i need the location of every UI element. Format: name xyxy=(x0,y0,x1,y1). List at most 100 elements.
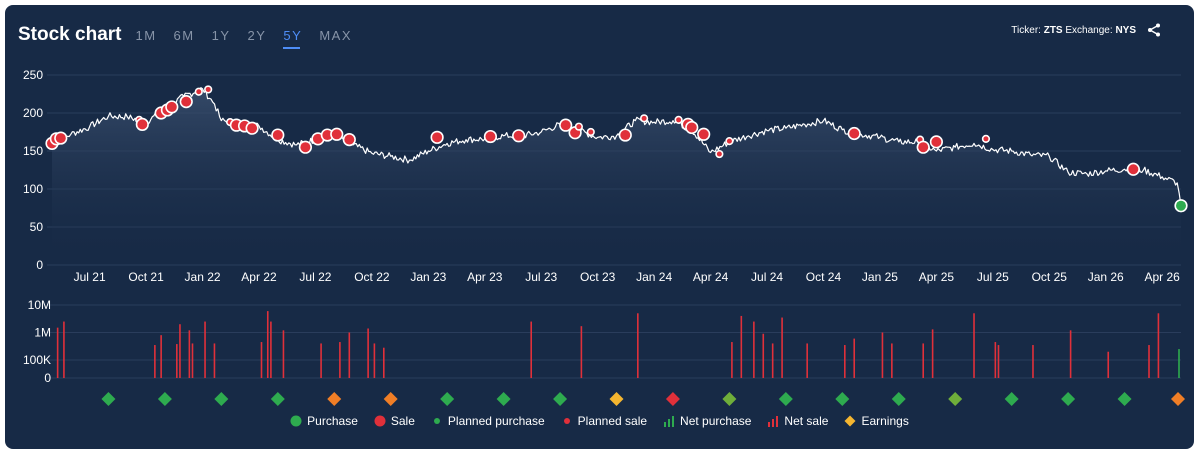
earnings-diamond[interactable] xyxy=(722,392,737,406)
sale-marker[interactable] xyxy=(686,122,697,133)
earnings-diamond[interactable] xyxy=(440,392,455,406)
sale-marker[interactable] xyxy=(1128,164,1139,175)
net-sale-bar[interactable] xyxy=(753,321,755,378)
net-sale-bar[interactable] xyxy=(771,343,774,378)
sale-marker[interactable] xyxy=(344,134,355,145)
sale-marker[interactable] xyxy=(676,117,682,123)
earnings-diamond[interactable] xyxy=(383,392,398,406)
net-sale-bar[interactable] xyxy=(994,342,997,378)
net-sale-bar[interactable] xyxy=(1148,345,1150,378)
purchase-marker[interactable] xyxy=(1176,200,1186,211)
sale-marker[interactable] xyxy=(331,129,342,140)
net-sale-bar[interactable] xyxy=(997,345,1000,378)
sale-marker[interactable] xyxy=(205,86,211,92)
net-sale-bar[interactable] xyxy=(213,343,216,378)
sale-marker[interactable] xyxy=(620,130,631,141)
sale-marker[interactable] xyxy=(513,130,524,141)
sale-marker[interactable] xyxy=(55,133,66,144)
sale-marker[interactable] xyxy=(166,101,177,112)
sale-marker[interactable] xyxy=(181,96,192,107)
sale-marker[interactable] xyxy=(983,136,989,142)
earnings-diamond[interactable] xyxy=(1004,392,1019,406)
range-tab-1m[interactable]: 1M xyxy=(135,27,157,43)
earnings-diamond[interactable] xyxy=(1061,392,1076,406)
sale-marker[interactable] xyxy=(849,128,860,139)
net-sale-bar[interactable] xyxy=(179,324,181,378)
net-sale-bar[interactable] xyxy=(373,343,376,378)
net-sale-bar[interactable] xyxy=(844,345,846,378)
sale-marker[interactable] xyxy=(576,124,582,130)
earnings-diamond[interactable] xyxy=(891,392,906,406)
net-sale-bar[interactable] xyxy=(367,328,369,378)
earnings-diamond[interactable] xyxy=(214,392,229,406)
earnings-diamond[interactable] xyxy=(270,392,285,406)
legend-item-planned-sale[interactable]: Planned sale xyxy=(561,414,647,428)
sale-marker[interactable] xyxy=(716,151,722,157)
net-sale-bar[interactable] xyxy=(1107,351,1110,378)
legend-item-purchase[interactable]: Purchase xyxy=(290,414,358,428)
net-sale-bar[interactable] xyxy=(154,345,156,378)
range-tab-1y[interactable]: 1Y xyxy=(211,27,231,43)
net-sale-bar[interactable] xyxy=(348,332,351,379)
net-sale-bar[interactable] xyxy=(204,321,206,378)
net-sale-bar[interactable] xyxy=(1157,313,1160,378)
sale-marker[interactable] xyxy=(137,119,148,130)
legend-item-net-purchase[interactable]: Net purchase xyxy=(663,414,751,428)
net-sale-bar[interactable] xyxy=(530,321,532,378)
earnings-diamond[interactable] xyxy=(101,392,116,406)
net-sale-bar[interactable] xyxy=(973,313,975,378)
net-sale-bar[interactable] xyxy=(191,343,194,378)
sale-marker[interactable] xyxy=(917,137,923,143)
range-tab-2y[interactable]: 2Y xyxy=(247,27,267,43)
sale-marker[interactable] xyxy=(272,130,283,141)
net-sale-bar[interactable] xyxy=(1069,330,1072,378)
range-tab-6m[interactable]: 6M xyxy=(173,27,195,43)
sale-marker[interactable] xyxy=(698,129,709,140)
net-sale-bar[interactable] xyxy=(339,342,341,378)
net-sale-bar[interactable] xyxy=(731,342,733,378)
sale-marker[interactable] xyxy=(322,130,333,141)
earnings-diamond[interactable] xyxy=(157,392,172,406)
earnings-diamond[interactable] xyxy=(948,392,963,406)
legend-item-planned-purchase[interactable]: Planned purchase xyxy=(431,414,545,428)
legend-item-earnings[interactable]: Earnings xyxy=(844,414,909,428)
net-sale-bar[interactable] xyxy=(320,343,322,378)
net-sale-bar[interactable] xyxy=(270,321,272,378)
earnings-diamond[interactable] xyxy=(665,392,680,406)
legend-item-net-sale[interactable]: Net sale xyxy=(767,414,828,428)
net-sale-bar[interactable] xyxy=(740,315,743,378)
earnings-diamond[interactable] xyxy=(778,392,793,406)
sale-marker[interactable] xyxy=(300,142,311,153)
net-sale-bar[interactable] xyxy=(63,321,65,378)
sale-marker[interactable] xyxy=(247,123,258,134)
sale-marker[interactable] xyxy=(196,89,202,95)
sale-marker[interactable] xyxy=(641,115,647,121)
earnings-diamond[interactable] xyxy=(496,392,511,406)
net-sale-bar[interactable] xyxy=(762,333,765,378)
earnings-diamond[interactable] xyxy=(327,392,342,406)
net-sale-bar[interactable] xyxy=(922,343,925,378)
net-sale-bar[interactable] xyxy=(781,317,783,378)
net-sale-bar[interactable] xyxy=(282,330,285,378)
net-sale-bar[interactable] xyxy=(188,330,191,378)
sale-marker[interactable] xyxy=(485,131,496,142)
net-sale-bar[interactable] xyxy=(160,335,162,378)
earnings-diamond[interactable] xyxy=(553,392,568,406)
sale-marker[interactable] xyxy=(312,133,323,144)
sale-marker[interactable] xyxy=(588,129,594,135)
net-sale-bar[interactable] xyxy=(260,342,263,378)
sale-marker[interactable] xyxy=(918,142,929,153)
net-sale-bar[interactable] xyxy=(881,332,884,379)
earnings-diamond[interactable] xyxy=(609,392,624,406)
net-sale-bar[interactable] xyxy=(176,344,178,378)
earnings-diamond[interactable] xyxy=(835,392,850,406)
share-icon[interactable] xyxy=(1146,22,1162,38)
sale-marker[interactable] xyxy=(726,138,732,144)
net-sale-bar[interactable] xyxy=(1032,345,1034,378)
net-sale-bar[interactable] xyxy=(806,343,808,378)
earnings-diamond[interactable] xyxy=(1117,392,1132,406)
net-sale-bar[interactable] xyxy=(383,347,385,378)
sale-marker[interactable] xyxy=(432,132,443,143)
net-purchase-bar[interactable] xyxy=(1178,349,1180,378)
range-tab-5y[interactable]: 5Y xyxy=(283,27,303,49)
